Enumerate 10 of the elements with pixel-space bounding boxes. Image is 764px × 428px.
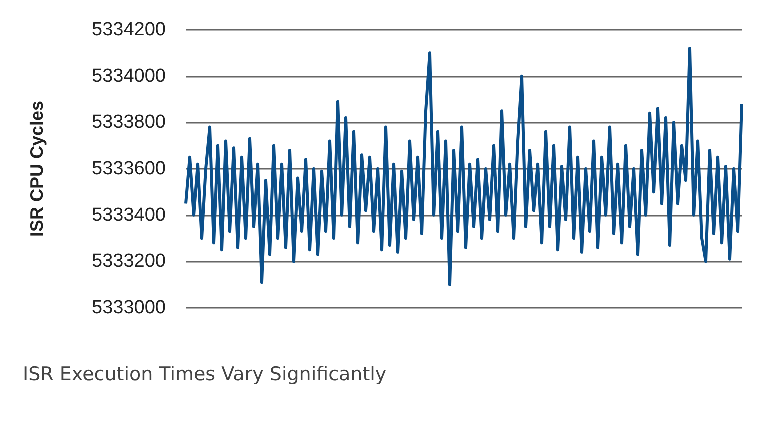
line-series: [184, 47, 744, 286]
y-tick-label: 5333400: [92, 204, 166, 226]
y-tick-label: 5334200: [92, 20, 166, 40]
y-tick-label: 5333600: [92, 158, 166, 180]
y-tick-label: 5333200: [92, 251, 166, 272]
text: ISR Execution Times Vary Significantly: [23, 364, 387, 386]
y-tick-label: 5333000: [92, 298, 166, 318]
y-axis-title: ISR CPU Cycles: [27, 100, 47, 238]
y-tick-label: 5333800: [92, 112, 166, 134]
y-tick-label: 5334000: [92, 66, 166, 87]
